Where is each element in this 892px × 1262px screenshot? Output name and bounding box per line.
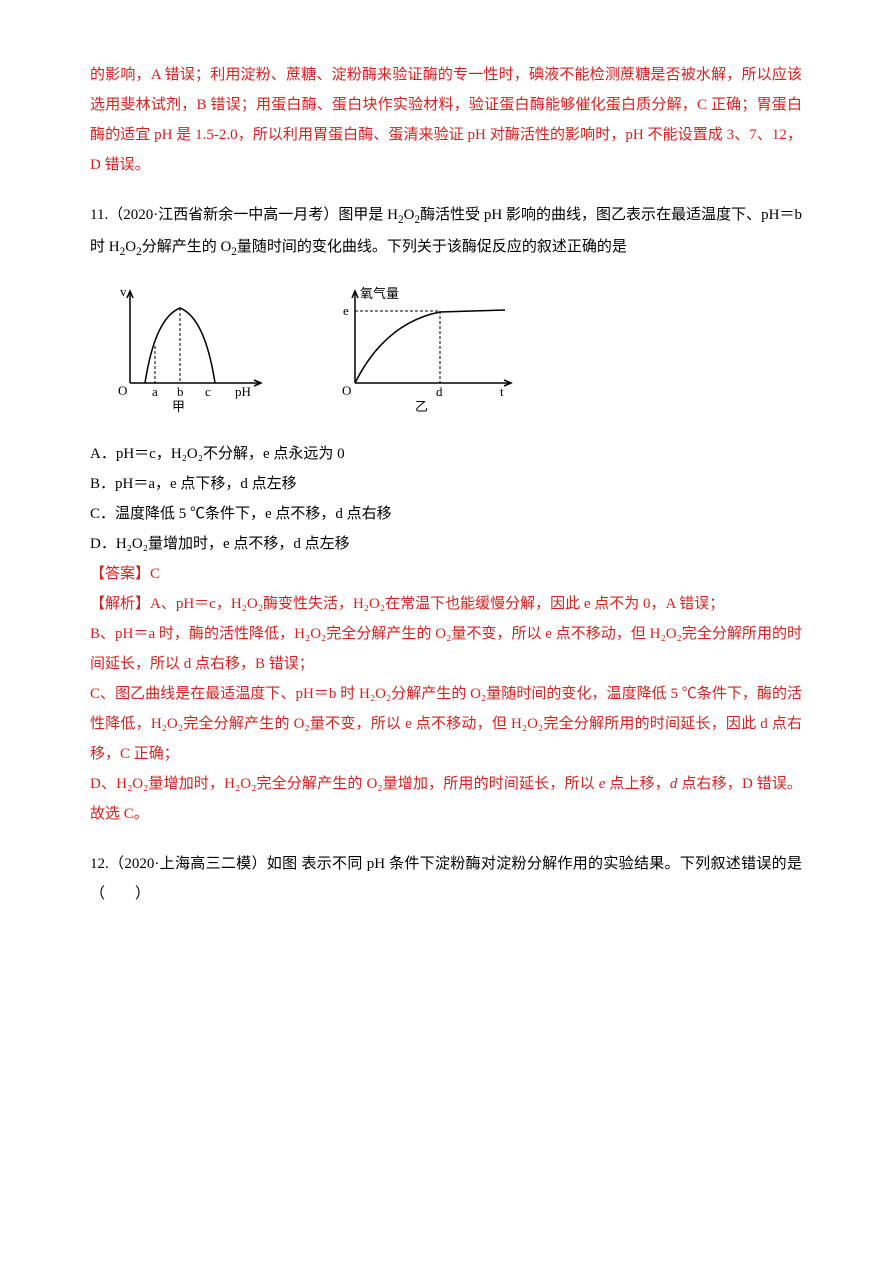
chart-jia-tick-b: b — [177, 384, 184, 399]
q11-stem-text-4: 量随时间的变化曲线。下列关于该酶促反应的叙述正确的是 — [237, 239, 627, 255]
o-text: O — [404, 207, 415, 223]
spacer-2 — [90, 829, 802, 849]
q11-option-d: D．H₂O₂量增加时，e 点不移，d 点左移 — [90, 529, 802, 559]
o-text-2: O — [125, 239, 136, 255]
q11-stem-text-1: 11.（2020·江西省新余一中高一月考）图甲是 H — [90, 207, 398, 223]
q11-option-b: B．pH＝a，e 点下移，d 点左移 — [90, 469, 802, 499]
explain-d-1: D、H₂O₂量增加时，H₂O₂完全分解产生的 O₂量增加，所用的时间延长，所以 — [90, 776, 599, 792]
q11-option-c: C．温度降低 5 ℃条件下，e 点不移，d 点右移 — [90, 499, 802, 529]
explain-a-text: A、pH＝c，H₂O₂酶变性失活，H₂O₂在常温下也能缓慢分解，因此 e 点不为… — [150, 596, 724, 612]
chart-yi-ytick-e: e — [343, 303, 349, 318]
q11-explain-d: D、H₂O₂量增加时，H₂O₂完全分解产生的 O₂量增加，所用的时间延长，所以 … — [90, 769, 802, 829]
chart-jia-svg: v O a b c pH 甲 — [110, 278, 270, 413]
charts-container: v O a b c pH 甲 氧气量 e O d — [110, 278, 802, 424]
q11-explain-a: 【解析】A、pH＝c，H₂O₂酶变性失活，H₂O₂在常温下也能缓慢分解，因此 e… — [90, 589, 802, 619]
explain-prefix: 【解析】 — [90, 596, 150, 612]
chart-jia-tick-c: c — [205, 384, 211, 399]
chart-jia-xlabel: pH — [235, 384, 251, 399]
q11-stem-text-3: 分解产生的 O — [142, 239, 232, 255]
intro-explanation: 的影响，A 错误；利用淀粉、蔗糖、淀粉酶来验证酶的专一性时，碘液不能检测蔗糖是否… — [90, 60, 802, 180]
chart-yi-svg: 氧气量 e O d t 乙 — [330, 278, 520, 413]
chart-jia-caption: 甲 — [172, 399, 185, 413]
chart-jia-ylabel: v — [120, 284, 127, 299]
explain-d-2: 点上移， — [605, 776, 670, 792]
q11-answer: 【答案】C — [90, 559, 802, 589]
chart-yi-ylabel: 氧气量 — [360, 286, 399, 301]
chart-jia-tick-a: a — [152, 384, 158, 399]
chart-yi-xtick-d: d — [436, 384, 443, 399]
chart-yi-caption: 乙 — [415, 399, 428, 413]
chart-yi-xlabel: t — [500, 384, 504, 399]
q11-explain-c: C、图乙曲线是在最适温度下、pH＝b 时 H₂O₂分解产生的 O₂量随时间的变化… — [90, 679, 802, 769]
chart-jia: v O a b c pH 甲 — [110, 278, 270, 424]
chart-jia-origin: O — [118, 383, 127, 398]
spacer — [90, 180, 802, 200]
chart-yi: 氧气量 e O d t 乙 — [330, 278, 520, 424]
chart-yi-origin: O — [342, 383, 351, 398]
q12-stem: 12.（2020·上海高三二模）如图 表示不同 pH 条件下淀粉酶对淀粉分解作用… — [90, 849, 802, 909]
document-page: 的影响，A 错误；利用淀粉、蔗糖、淀粉酶来验证酶的专一性时，碘液不能检测蔗糖是否… — [0, 0, 892, 1262]
q11-stem: 11.（2020·江西省新余一中高一月考）图甲是 H2O2酶活性受 pH 影响的… — [90, 200, 802, 263]
q11-option-a: A．pH＝c，H₂O₂不分解，e 点永远为 0 — [90, 439, 802, 469]
q11-explain-b: B、pH＝a 时，酶的活性降低，H₂O₂完全分解产生的 O₂量不变，所以 e 点… — [90, 619, 802, 679]
